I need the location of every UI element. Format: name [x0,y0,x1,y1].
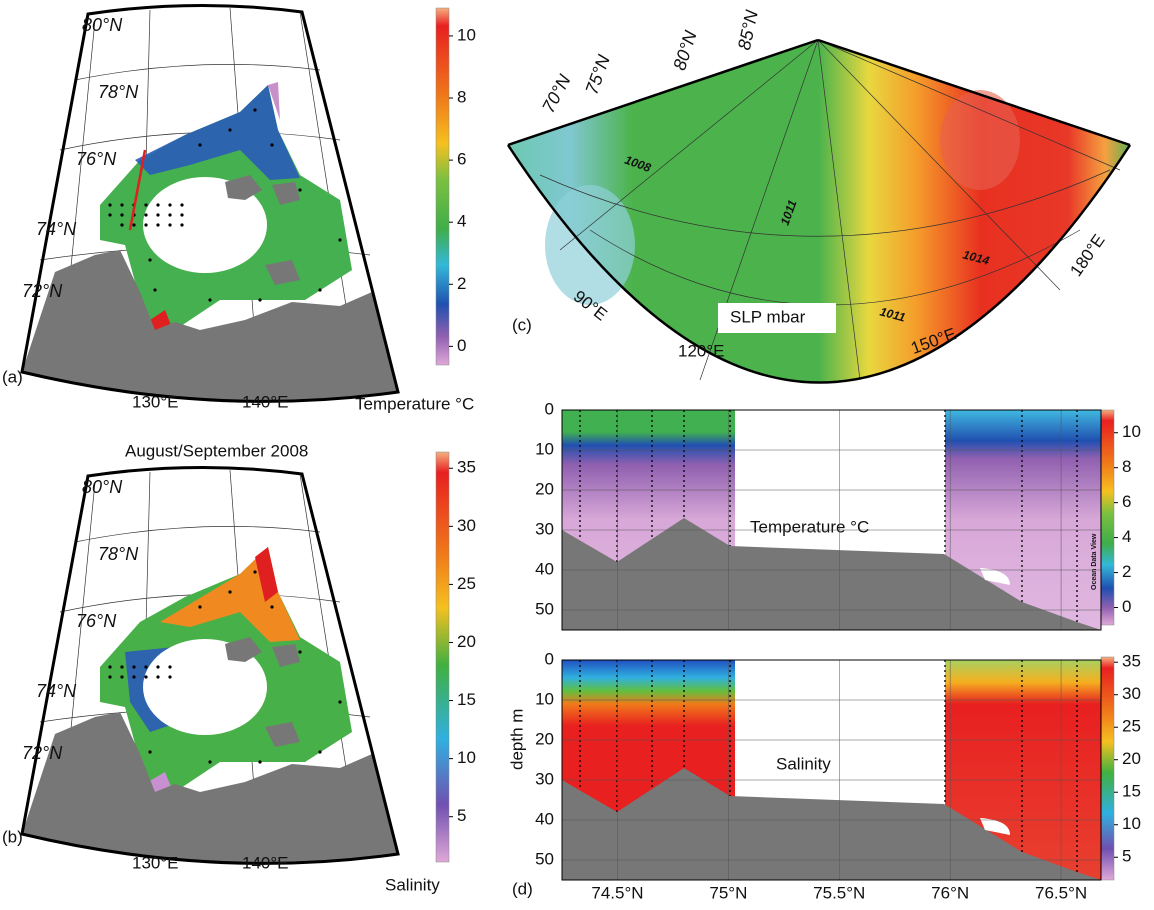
colorbar-tick-label: 0 [1122,597,1131,616]
figure: 80°N 78°N 76°N 74°N 72°N 130°E 140°E (a)… [0,0,1154,905]
colorbar-tick-label: 5 [457,806,466,825]
y-axis-label: depth m [507,709,526,770]
lat-label: 75°N [581,51,614,97]
y-tick-label: 0 [545,649,554,668]
colorbar-title: Salinity [385,875,440,894]
lon-label: 130°E [132,853,179,872]
colorbar-tick-label: 15 [1122,782,1141,801]
colorbar-tick-label: 30 [457,516,476,535]
colorbar-tick-label: 0 [457,336,466,355]
colorbar [436,452,449,862]
colorbar [436,8,449,365]
y-tick-label: 50 [535,599,554,618]
lon-label: 130°E [132,392,179,411]
y-tick-label: 50 [535,849,554,868]
panel-label: (a) [2,367,23,386]
section-title: Temperature °C [750,517,869,536]
y-tick-label: 30 [535,519,554,538]
colorbar-tick-label: 20 [1122,749,1141,768]
colorbar-tick-label: 10 [457,25,476,44]
section-title: Salinity [776,754,831,773]
legend: SLP mbar [730,307,806,326]
panel-label: (c) [512,315,532,334]
colorbar-tick-label: 6 [457,150,466,169]
colorbar-tick-label: 10 [1122,814,1141,833]
y-tick-label: 0 [545,399,554,418]
lon-label: 140°E [242,392,289,411]
colorbar-tick-label: 5 [1122,847,1131,866]
watermark: Ocean Data View [1091,533,1098,590]
colorbar-tick-label: 20 [457,632,476,651]
y-tick-label: 10 [535,689,554,708]
panel-label: (b) [2,827,23,846]
x-tick-label: 76.5°N [1035,883,1087,902]
colorbar-tick-label: 6 [1122,492,1131,511]
colorbar-tick-label: 8 [1122,457,1131,476]
lat-label: 76°N [76,149,117,169]
colorbar-tick-label: 4 [1122,527,1131,546]
map-temperature [22,5,398,405]
panel-label: (d) [512,879,533,898]
lat-label: 72°N [22,281,63,301]
colorbar [1101,657,1114,880]
x-tick-label: 74.5°N [591,883,643,902]
section-salinity [562,660,1101,880]
lat-label: 74°N [36,219,77,239]
colorbar-tick-label: 4 [457,212,466,231]
colorbar-tick-label: 10 [1122,422,1141,441]
lat-label: 78°N [98,82,139,102]
colorbar-tick-label: 30 [1122,684,1141,703]
lat-label: 74°N [36,681,77,701]
colorbar-tick-label: 35 [1122,652,1141,671]
lon-label: 180°E [1066,231,1108,280]
x-tick-label: 75.5°N [813,883,865,902]
x-tick-label: 75°N [709,883,747,902]
y-tick-label: 10 [535,439,554,458]
lon-label: 140°E [242,853,289,872]
colorbar-tick-label: 2 [457,274,466,293]
lat-label: 80°N [82,15,123,35]
colorbar-tick-label: 35 [457,458,476,477]
colorbar-tick-label: 2 [1122,562,1131,581]
lat-label: 76°N [76,611,117,631]
figure-title: August/September 2008 [125,441,308,460]
lat-label: 78°N [98,544,139,564]
lat-label: 72°N [22,743,63,763]
y-tick-label: 40 [535,559,554,578]
colorbar-tick-label: 8 [457,88,466,107]
lat-label: 80°N [669,27,701,72]
colorbar [1101,410,1114,625]
lat-label: 80°N [82,477,123,497]
colorbar-title: Temperature °C [355,394,474,413]
lat-label: 70°N [538,70,575,116]
x-tick-label: 76°N [931,883,969,902]
y-tick-label: 40 [535,809,554,828]
colorbar-tick-label: 25 [457,574,476,593]
y-tick-label: 20 [535,729,554,748]
y-tick-label: 20 [535,479,554,498]
colorbar-tick-label: 25 [1122,717,1141,736]
lat-label: 85°N [734,7,762,51]
y-tick-label: 30 [535,769,554,788]
colorbar-tick-label: 15 [457,690,476,709]
map-salinity [22,467,398,867]
colorbar-tick-label: 10 [457,748,476,767]
lon-label: 120°E [678,341,725,360]
